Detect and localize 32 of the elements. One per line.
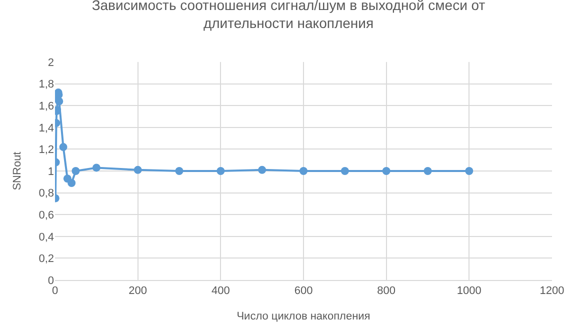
x-tick-label: 1000 <box>456 285 482 298</box>
point <box>424 167 432 175</box>
y-tick-label: 1,2 <box>38 144 54 156</box>
point <box>340 167 349 175</box>
point <box>59 143 68 152</box>
x-tick-label: 800 <box>377 285 396 298</box>
point <box>68 178 76 187</box>
y-tick-label: 0,4 <box>38 231 54 244</box>
point <box>134 166 142 174</box>
y-tick-label: 1,8 <box>38 78 54 91</box>
y-tick-label: 2 <box>48 56 54 69</box>
x-tick-label: 1200 <box>540 285 564 298</box>
y-tick-label: 0,6 <box>38 209 54 222</box>
x-axis-title: Число циклов накопления <box>236 310 370 322</box>
y-tick-label: 0,2 <box>38 253 54 266</box>
y-tick-label: 1,6 <box>38 100 54 112</box>
point <box>72 167 80 175</box>
point <box>92 164 100 172</box>
y-tick-label: 1 <box>48 166 54 178</box>
y-tick-label: 0,8 <box>38 188 54 200</box>
y-axis-title: SNRout <box>11 152 24 190</box>
point <box>382 167 390 175</box>
point <box>465 167 474 175</box>
point <box>300 167 308 175</box>
y-tick-label: 0 <box>48 274 54 287</box>
x-tick-label: 200 <box>128 285 148 298</box>
y-tick-label: 1,4 <box>38 122 54 134</box>
point <box>258 166 266 174</box>
point <box>175 167 184 175</box>
x-tick-label: 400 <box>211 285 230 298</box>
point <box>216 167 225 175</box>
x-tick-label: 600 <box>294 285 313 298</box>
